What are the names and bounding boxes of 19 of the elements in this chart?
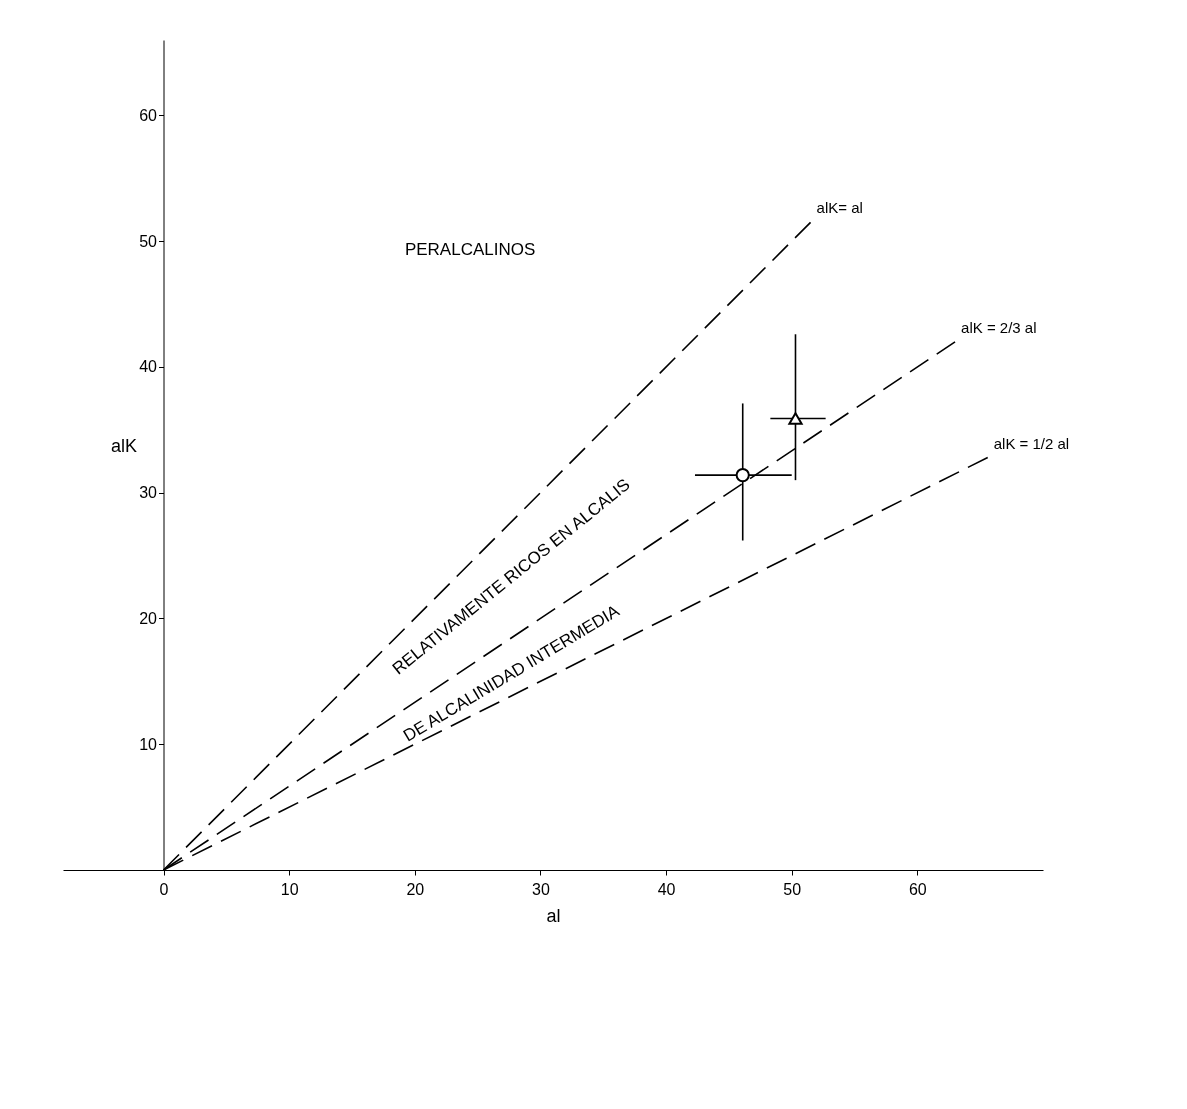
x-tick-label: 50 <box>783 880 802 898</box>
x-tick-label: 60 <box>908 880 927 898</box>
series-label: alK = 2/3 al <box>961 318 1037 336</box>
x-tick-label: 0 <box>159 880 169 898</box>
x-tick-label: 20 <box>406 880 425 898</box>
annotation: PERALCALINOS <box>404 240 536 260</box>
x-tick-label: 30 <box>532 880 550 898</box>
y-axis-title: alK <box>111 435 138 456</box>
y-tick-label: 50 <box>139 232 158 250</box>
x-tick-label: 40 <box>657 880 676 898</box>
x-axis-title: al <box>546 905 561 926</box>
y-tick-label: 20 <box>139 609 158 627</box>
series-label: alK = 1/2 al <box>993 434 1070 452</box>
x-tick-label: 10 <box>280 880 299 898</box>
y-tick-label: 30 <box>139 484 158 502</box>
series-label: alK= al <box>816 199 863 217</box>
y-tick-label: 60 <box>139 106 158 124</box>
y-tick-label: 10 <box>139 735 158 753</box>
y-tick-label: 40 <box>139 358 158 376</box>
